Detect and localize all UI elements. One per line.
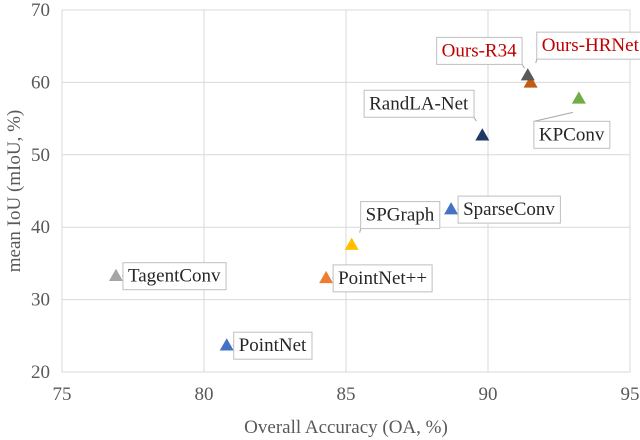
y-tick-label: 30 [31, 290, 50, 311]
data-label-box [233, 331, 313, 360]
label-leader-line [359, 228, 362, 233]
label-leader-line [533, 111, 573, 122]
data-point-marker [219, 338, 234, 351]
label-leader-line [521, 64, 526, 69]
data-label-box [533, 120, 611, 149]
data-point-label: PointNet++ [338, 268, 427, 289]
y-tick-label: 70 [31, 0, 50, 21]
axis-ticks: 75 80 85 90 95 20 30 40 50 60 70 [31, 0, 640, 405]
data-point-marker [444, 202, 459, 215]
data-point-label: TagentConv [128, 266, 221, 287]
label-leader-line [535, 59, 538, 64]
x-tick-label: 95 [621, 384, 640, 405]
y-tick-label: 40 [31, 217, 50, 238]
data-point-label: Ours-R34 [442, 40, 517, 61]
data-point-label: KPConv [539, 124, 605, 145]
data-markers [108, 68, 586, 351]
data-label-box [457, 195, 561, 224]
data-label-box [332, 264, 433, 293]
gridlines [61, 9, 631, 373]
x-tick-label: 75 [53, 384, 72, 405]
x-tick-label: 80 [195, 384, 214, 405]
y-tick-label: 60 [31, 72, 50, 93]
data-point-marker [319, 270, 334, 284]
data-point-label: PointNet [239, 335, 307, 356]
data-label-box [536, 31, 640, 60]
y-tick-label: 50 [31, 145, 50, 166]
label-leader-line [473, 117, 477, 122]
data-point-marker [344, 237, 359, 250]
data-label-box [363, 89, 475, 118]
x-axis-title: Overall Accuracy (OA, %) [244, 417, 448, 438]
y-axis-title: mean IoU (mIoU, %) [4, 110, 25, 273]
data-point-marker [523, 75, 538, 88]
plot-area [61, 9, 631, 373]
data-point-label: SparseConv [463, 199, 555, 220]
x-tick-label: 90 [479, 384, 498, 405]
data-point-marker [108, 268, 123, 281]
data-point-marker [520, 68, 535, 81]
data-label-box [436, 36, 523, 65]
y-tick-label: 20 [31, 362, 50, 383]
data-label-box [360, 201, 441, 230]
data-point-label: RandLA-Net [369, 93, 469, 114]
data-labels: PointNet TagentConv PointNet++ SPGraph Spars… [122, 31, 640, 360]
data-point-marker [475, 128, 490, 141]
data-label-box [122, 262, 227, 291]
data-point-label: Ours-HRNet [542, 35, 640, 56]
data-point-marker [571, 91, 586, 104]
x-tick-label: 85 [337, 384, 356, 405]
data-point-label: SPGraph [366, 205, 435, 226]
